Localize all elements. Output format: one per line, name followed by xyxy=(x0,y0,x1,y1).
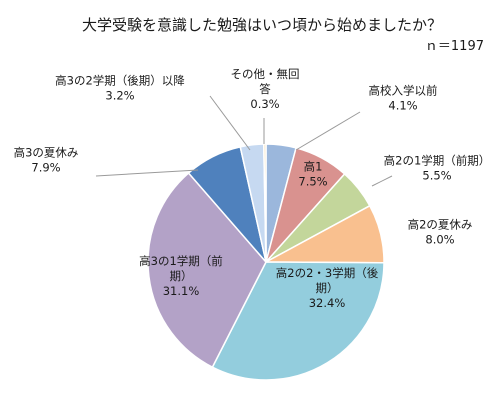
slice-category-label: 高3の2学期（後期）以降 xyxy=(55,74,185,88)
slice-label: その他・無回答 0.3% xyxy=(231,67,300,111)
slice-labels: 高校入学以前 4.1% 高1 7.5% 高2の1学期（前期） 5.5% 高2の夏休み 8.0%… xyxy=(14,67,491,310)
slice-category-label: 高2の2・3学期（後 xyxy=(276,266,379,280)
slice-label: 高1 7.5% xyxy=(298,160,327,189)
slice-value-label: 31.1% xyxy=(163,284,200,298)
slice-label: 高2の夏休み 8.0% xyxy=(408,218,473,247)
slice-value-label: 5.5% xyxy=(422,169,451,183)
slice-label: 高3の1学期（前期） 31.1% xyxy=(139,254,223,298)
slice-value-label: 0.3% xyxy=(250,97,279,111)
slice-label: 高3の夏休み 7.9% xyxy=(14,146,79,175)
slice-category-label: 期） xyxy=(170,269,193,283)
slice-label: 高校入学以前 4.1% xyxy=(369,84,438,113)
leader-line xyxy=(295,111,361,151)
slice-category-label: 高3の1学期（前 xyxy=(139,254,223,268)
slice-label: 高2の1学期（前期） 5.5% xyxy=(384,154,491,183)
sample-size-label: ｎ＝1197 xyxy=(425,39,484,54)
slice-value-label: 32.4% xyxy=(309,296,346,310)
slice-label: 高3の2学期（後期）以降 3.2% xyxy=(55,74,185,103)
pie-slice xyxy=(263,143,267,263)
leader-lines xyxy=(95,95,393,187)
slice-category-label: その他・無回 xyxy=(231,67,300,81)
slice-category-label: 高2の夏休み xyxy=(408,218,473,232)
slice-category-label: 高1 xyxy=(304,160,323,174)
pie-slice xyxy=(147,171,267,369)
slice-value-label: 7.5% xyxy=(298,175,327,189)
pie-slices xyxy=(147,143,385,381)
leader-line xyxy=(371,175,393,187)
pie-slice xyxy=(211,261,385,381)
slice-category-label: 答 xyxy=(259,82,271,96)
leader-line xyxy=(95,169,199,177)
leader-line xyxy=(209,95,251,151)
slice-category-label: 期） xyxy=(316,281,339,295)
slice-value-label: 8.0% xyxy=(425,233,454,247)
slice-category-label: 高3の夏休み xyxy=(14,146,79,160)
chart-title: 大学受験を意識した勉強はいつ頃から始めましたか？ xyxy=(82,16,442,34)
slice-value-label: 3.2% xyxy=(105,89,134,103)
slice-value-label: 7.9% xyxy=(31,161,60,175)
slice-label: 高2の2・3学期（後期） 32.4% xyxy=(276,266,379,310)
slice-category-label: 高校入学以前 xyxy=(369,84,438,98)
slice-value-label: 4.1% xyxy=(388,99,417,113)
slice-category-label: 高2の1学期（前期） xyxy=(384,154,491,168)
